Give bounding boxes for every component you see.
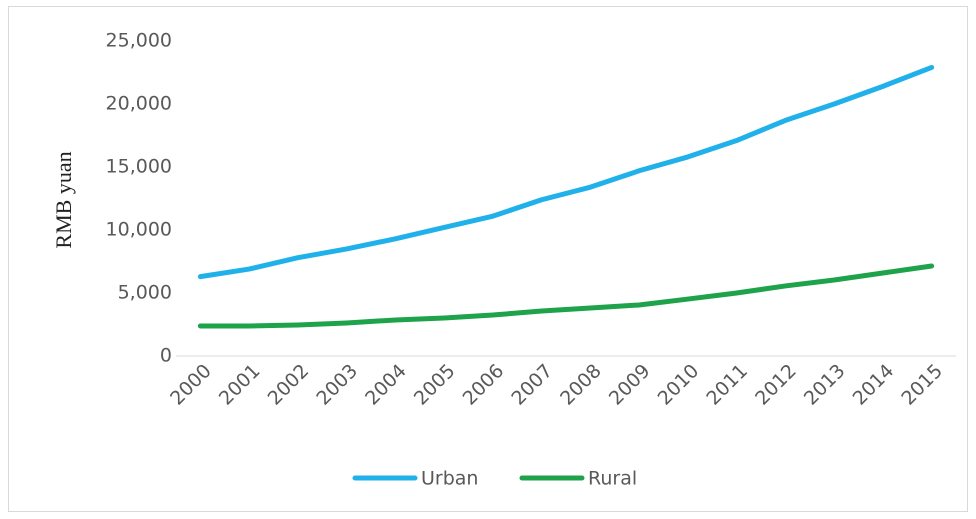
- y-tick-label: 15,000: [106, 156, 172, 178]
- data-line: [197, 64, 935, 280]
- y-tick-label: 5,000: [118, 282, 172, 304]
- data-line: [197, 263, 935, 329]
- chart-frame: [8, 6, 968, 512]
- y-axis-label: RMB yuan: [51, 151, 76, 248]
- y-tick-label: 10,000: [106, 219, 172, 241]
- y-tick-label: 20,000: [106, 93, 172, 115]
- y-tick-label: 25,000: [106, 30, 172, 52]
- legend-label: Urban: [421, 468, 478, 490]
- y-tick-label: 0: [160, 345, 172, 367]
- legend-label: Rural: [588, 468, 637, 490]
